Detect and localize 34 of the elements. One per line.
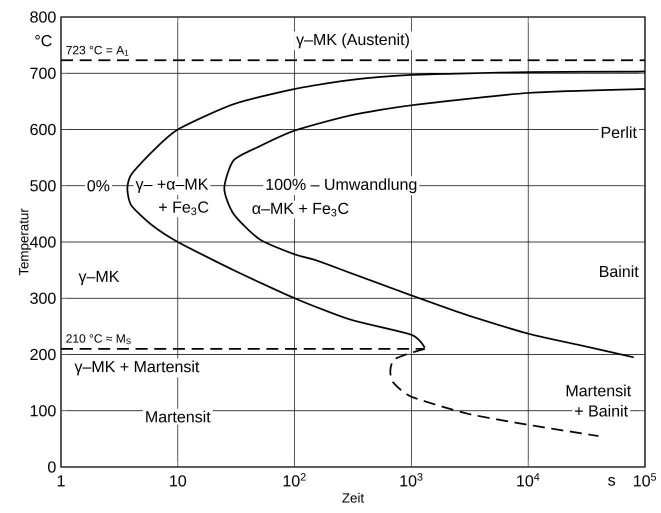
x-tick-label: 10 — [170, 475, 186, 487]
y-tick-label: 600 — [30, 124, 56, 136]
y-tick-label: 800 — [30, 11, 56, 23]
annotation: Perlit — [602, 126, 637, 138]
y-tick-label: 0 — [48, 461, 56, 473]
y-tick-label: 500 — [30, 180, 56, 192]
annotation: γ–MK — [78, 270, 120, 286]
annotation: 100% – Umwandlung — [266, 178, 416, 194]
series-label: 210 °C ≈ M$_{S}$ — [66, 334, 131, 344]
annotation: + Fe$_{3}$C — [159, 201, 208, 216]
text: s — [608, 477, 616, 486]
y-tick-label: 400 — [30, 236, 56, 248]
y-tick-label: 700 — [30, 68, 56, 79]
x-tick-label: 10$^{2}$ — [284, 473, 306, 487]
ref-line-label: 723 °C = A$_{1}$ — [66, 46, 128, 56]
x-axis-title: Zeit — [342, 492, 364, 503]
annotation: γ– +α–MK — [136, 178, 208, 193]
annotation: Bainit — [600, 265, 639, 278]
x-tick-label: 10$^{4}$ — [517, 473, 540, 487]
annotation: Martensit — [146, 410, 211, 422]
x-tick-label: 10$^{3}$ — [400, 473, 422, 487]
annotation: 0% — [87, 180, 110, 192]
x-tick-label: 10$^{5}$ — [634, 473, 656, 487]
annotation: γ–MK (Austenit) — [296, 33, 409, 48]
y-axis-title: Temperatur — [19, 208, 32, 276]
annotation: Martensit — [566, 384, 632, 396]
annotation: α–MK + Fe$_{3}$C — [252, 202, 348, 216]
x-tick-label: 1 — [58, 475, 65, 486]
y-tick-label: 300 — [30, 292, 56, 304]
y-tick-label: 200 — [30, 348, 56, 360]
y-tick-label: 100 — [30, 405, 56, 416]
annotation: + Bainit — [575, 404, 628, 417]
annotation: γ–MK + Martensit — [74, 360, 200, 376]
text: °C — [35, 35, 52, 46]
